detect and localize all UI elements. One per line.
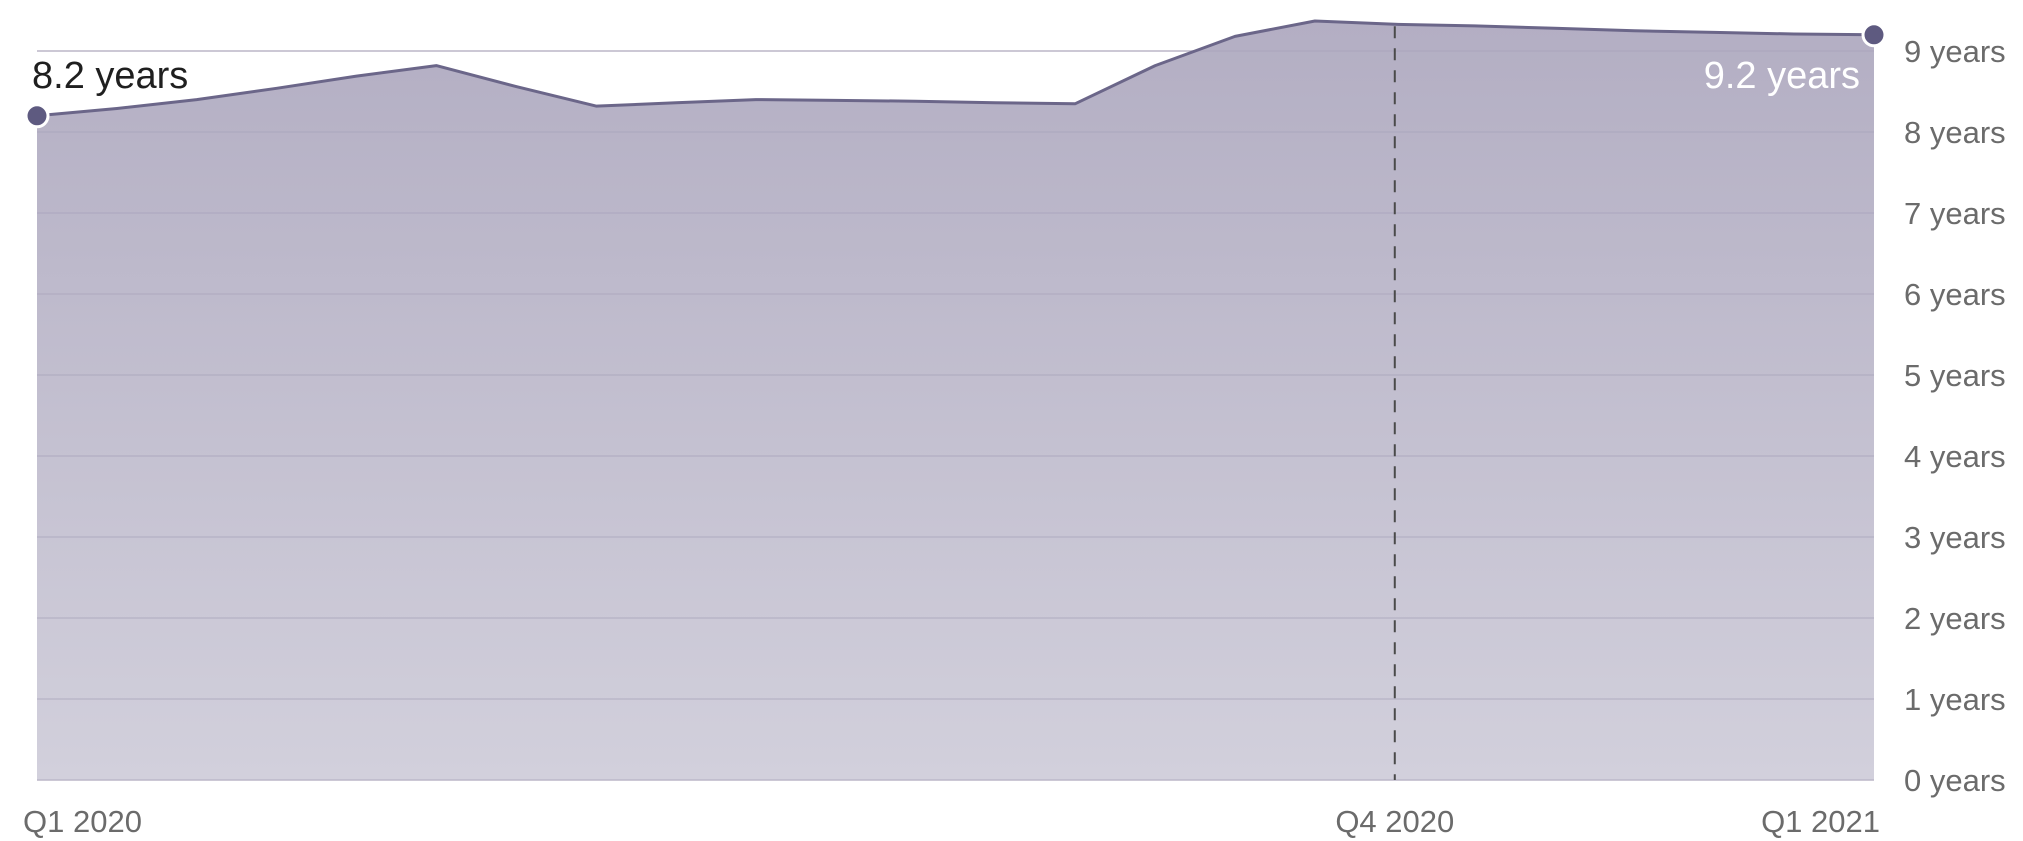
x-axis-labels: Q1 2020 Q4 2020 Q1 2021 [23,804,1880,839]
y-tick-label: 1 years [1904,682,2006,717]
y-tick-label: 6 years [1904,277,2006,312]
x-axis-label: Q1 2020 [23,804,142,839]
endpoint-markers [24,22,1887,129]
y-tick-label: 9 years [1904,34,2006,69]
y-tick-label: 8 years [1904,115,2006,150]
end-point-marker [1861,22,1887,48]
y-tick-label: 5 years [1904,358,2006,393]
start-value-label: 8.2 years [32,55,188,97]
x-axis-label: Q4 2020 [1335,804,1454,839]
area-fill [37,21,1874,780]
y-tick-label: 4 years [1904,439,2006,474]
y-tick-label: 0 years [1904,763,2006,798]
grid-lines-over-area [37,50,1874,781]
y-axis-ticks: 0 years 1 years 2 years 3 years 4 years 5 yea… [1904,34,2006,798]
series-line [36,19,1875,118]
start-point-marker [24,103,50,129]
y-tick-label: 3 years [1904,520,2006,555]
end-value-label: 9.2 years [1704,55,1860,97]
x-axis-label: Q1 2021 [1761,804,1880,839]
y-tick-label: 2 years [1904,601,2006,636]
y-tick-label: 7 years [1904,196,2006,231]
